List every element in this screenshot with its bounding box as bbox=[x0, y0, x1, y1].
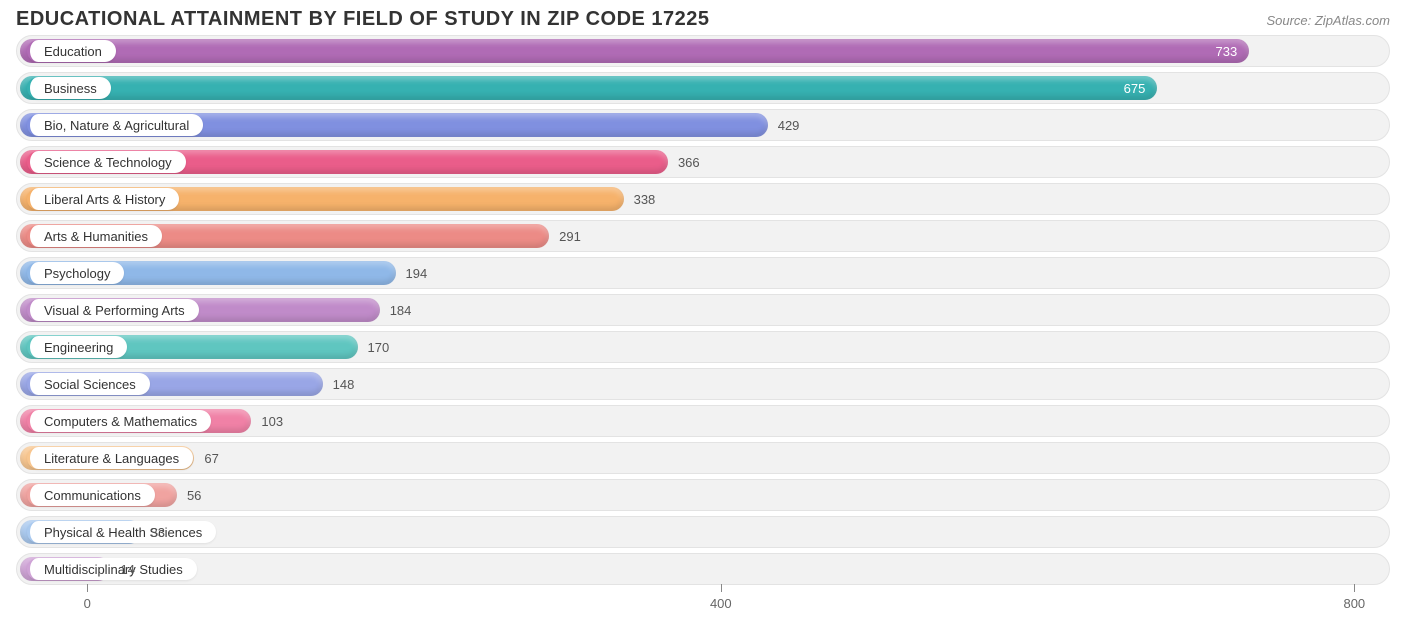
bar-row: Arts & Humanities 291 bbox=[16, 220, 1390, 252]
bar-value: 338 bbox=[634, 184, 656, 214]
bar-value: 148 bbox=[333, 369, 355, 399]
category-label-pill: Bio, Nature & Agricultural bbox=[27, 114, 203, 136]
bar bbox=[20, 39, 1249, 63]
category-label-pill: Arts & Humanities bbox=[27, 225, 162, 247]
category-label-pill: Education bbox=[27, 40, 116, 62]
chart-area: Education 733 Business 675 Bio, Nature & Agr… bbox=[0, 35, 1406, 585]
bar-row: Literature & Languages 67 bbox=[16, 442, 1390, 474]
category-label-pill: Visual & Performing Arts bbox=[27, 299, 199, 321]
x-axis-tick-label: 0 bbox=[84, 596, 91, 611]
bar bbox=[20, 76, 1157, 100]
bar-row: Physical & Health Sciences33 bbox=[16, 516, 1390, 548]
category-label-pill: Social Sciences bbox=[27, 373, 150, 395]
category-label-pill: Computers & Mathematics bbox=[27, 410, 211, 432]
category-label-pill: Science & Technology bbox=[27, 151, 186, 173]
x-axis-tick bbox=[87, 584, 88, 592]
bar-row: Multidisciplinary Studies14 bbox=[16, 553, 1390, 585]
bar-row: Communications 56 bbox=[16, 479, 1390, 511]
bar-value: 366 bbox=[678, 147, 700, 177]
bar-value: 33 bbox=[151, 517, 165, 547]
bar-value: 14 bbox=[120, 554, 134, 584]
bar-value: 56 bbox=[187, 480, 201, 510]
bar-row: Liberal Arts & History 338 bbox=[16, 183, 1390, 215]
chart-header: EDUCATIONAL ATTAINMENT BY FIELD OF STUDY… bbox=[0, 0, 1406, 35]
bar-row: Bio, Nature & Agricultural 429 bbox=[16, 109, 1390, 141]
x-axis: 0 400 800 bbox=[16, 590, 1390, 620]
x-axis-tick bbox=[721, 584, 722, 592]
bar-row: Education 733 bbox=[16, 35, 1390, 67]
category-label-pill: Psychology bbox=[27, 262, 124, 284]
category-label-pill: Physical & Health Sciences bbox=[27, 521, 216, 543]
category-label-pill: Multidisciplinary Studies bbox=[27, 558, 197, 580]
category-label-pill: Communications bbox=[27, 484, 155, 506]
bar-value: 675 bbox=[1124, 73, 1146, 103]
bar-row: Engineering 170 bbox=[16, 331, 1390, 363]
bar-value: 184 bbox=[390, 295, 412, 325]
bar-value: 194 bbox=[406, 258, 428, 288]
bar-row: Psychology 194 bbox=[16, 257, 1390, 289]
bar-value: 291 bbox=[559, 221, 581, 251]
bar-value: 733 bbox=[1216, 36, 1238, 66]
bar-value: 67 bbox=[204, 443, 218, 473]
category-label-pill: Liberal Arts & History bbox=[27, 188, 179, 210]
category-label-pill: Literature & Languages bbox=[27, 447, 193, 469]
chart-title: EDUCATIONAL ATTAINMENT BY FIELD OF STUDY… bbox=[16, 8, 710, 31]
x-axis-line: 0400800 bbox=[16, 590, 1390, 591]
chart-source: Source: ZipAtlas.com bbox=[1266, 13, 1390, 28]
bar-row: Business 675 bbox=[16, 72, 1390, 104]
bar-row: Science & Technology 366 bbox=[16, 146, 1390, 178]
bar-value: 103 bbox=[261, 406, 283, 436]
x-axis-tick-label: 800 bbox=[1343, 596, 1365, 611]
category-label-pill: Engineering bbox=[27, 336, 127, 358]
bar-value: 170 bbox=[368, 332, 390, 362]
x-axis-tick-label: 400 bbox=[710, 596, 732, 611]
bar-row: Computers & Mathematics 103 bbox=[16, 405, 1390, 437]
x-axis-tick bbox=[1354, 584, 1355, 592]
category-label-pill: Business bbox=[27, 77, 111, 99]
bar-value: 429 bbox=[778, 110, 800, 140]
bar-row: Visual & Performing Arts 184 bbox=[16, 294, 1390, 326]
bar-row: Social Sciences 148 bbox=[16, 368, 1390, 400]
